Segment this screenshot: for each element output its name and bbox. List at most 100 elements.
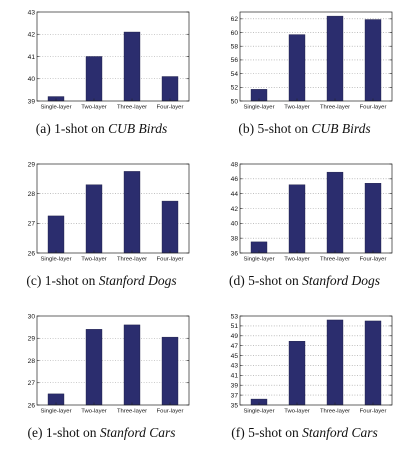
x-tick-label: Four-layer: [360, 257, 387, 263]
x-tick-label: Four-layer: [360, 105, 387, 111]
x-tick-label: Three-layer: [117, 105, 147, 111]
panel-b: 50 52 54 56 58 60 62 Single-layer Two-layer Three…: [203, 0, 406, 150]
y-tick-label: 39: [231, 383, 239, 390]
chart-e: 26 27 28 29 30 Single-layer Two-layer Three-lay…: [28, 313, 190, 415]
bar-three-layer: [123, 324, 141, 406]
y-tick-label: 50: [231, 98, 239, 105]
bar-four-layer: [364, 320, 382, 406]
y-tick-label: 28: [28, 191, 36, 198]
y-tick-label: 44: [231, 191, 239, 198]
y-tick-label: 36: [231, 250, 239, 257]
y-tick-label: 29: [28, 161, 36, 168]
y-tick-label: 27: [28, 221, 36, 228]
y-tick-label: 39: [28, 98, 36, 105]
chart-c: 26 27 28 29 Single-layer Two-layer Three-layer…: [28, 161, 190, 263]
x-tick-label: Four-layer: [157, 105, 184, 111]
bar-three-layer: [326, 319, 344, 406]
y-tick-label: 48: [231, 161, 239, 168]
plot-frame: [239, 163, 393, 254]
caption-a: (a) 1-shot on CUB Birds: [0, 121, 203, 137]
caption-e-prefix: (e) 1-shot on: [27, 425, 100, 440]
caption-b-prefix: (b) 5-shot on: [238, 121, 312, 136]
x-tick-label: Two-layer: [81, 105, 107, 111]
y-tick-label: 28: [28, 358, 36, 365]
y-tick-label: 27: [28, 380, 36, 387]
chart-d: 36 38 40 42 44 46 48 Single-layer Two-layer Three…: [231, 161, 393, 263]
caption-a-dataset: CUB Birds: [108, 121, 168, 136]
caption-c: (c) 1-shot on Stanford Dogs: [0, 273, 203, 289]
plot-frame: [36, 11, 190, 102]
panel-e: 26 27 28 29 30 Single-layer Two-layer Three-lay…: [0, 304, 203, 454]
x-tick-label: Two-layer: [81, 409, 107, 415]
caption-c-dataset: Stanford Dogs: [98, 273, 177, 288]
caption-d: (d) 5-shot on Stanford Dogs: [203, 273, 406, 289]
bar-three-layer: [326, 171, 344, 254]
y-tick-label: 62: [231, 16, 239, 23]
y-tick-label: 40: [28, 76, 36, 83]
y-tick-label: 56: [231, 57, 239, 64]
x-tick-label: Three-layer: [117, 409, 147, 415]
y-tick-label: 42: [28, 32, 36, 39]
y-tick-label: 41: [28, 54, 36, 61]
y-tick-label: 52: [231, 85, 239, 92]
bar-four-layer: [161, 200, 179, 254]
chart-f: 35 37 39 41 43 45 47 49 51 53 Single-layer Two-laye…: [231, 313, 393, 415]
x-tick-label: Three-layer: [320, 105, 350, 111]
y-tick-label: 30: [28, 313, 36, 320]
caption-b-dataset: CUB Birds: [311, 121, 371, 136]
x-tick-label: Two-layer: [284, 105, 310, 111]
plot-frame: [36, 315, 190, 406]
x-tick-label: Single-layer: [40, 409, 71, 415]
bar-two-layer: [288, 34, 306, 102]
x-tick-label: Two-layer: [284, 257, 310, 263]
x-tick-label: Four-layer: [157, 257, 184, 263]
x-tick-label: Single-layer: [243, 257, 274, 263]
x-tick-label: Two-layer: [284, 409, 310, 415]
x-tick-label: Three-layer: [117, 257, 147, 263]
y-tick-label: 40: [231, 221, 239, 228]
y-tick-label: 26: [28, 402, 36, 409]
plot-frame: [239, 11, 393, 102]
caption-b: (b) 5-shot on CUB Birds: [203, 121, 406, 137]
plot-frame: [36, 163, 190, 254]
bar-single-layer: [47, 215, 65, 254]
y-tick-label: 47: [231, 343, 239, 350]
caption-e-dataset: Stanford Cars: [99, 425, 176, 440]
y-tick-label: 53: [231, 313, 239, 320]
caption-f-prefix: (f) 5-shot on: [231, 425, 303, 440]
y-tick-label: 46: [231, 176, 239, 183]
y-tick-label: 26: [28, 250, 36, 257]
y-tick-label: 29: [28, 336, 36, 343]
y-tick-label: 45: [231, 353, 239, 360]
bar-four-layer: [364, 19, 382, 102]
bar-two-layer: [85, 329, 103, 406]
bar-two-layer: [288, 184, 306, 254]
y-tick-label: 42: [231, 206, 239, 213]
x-tick-label: Three-layer: [320, 257, 350, 263]
bar-four-layer: [161, 76, 179, 102]
caption-a-prefix: (a) 1-shot on: [35, 121, 109, 136]
plot-frame: [239, 315, 393, 406]
x-tick-label: Single-layer: [40, 105, 71, 111]
y-tick-label: 60: [231, 30, 239, 37]
panel-f: 35 37 39 41 43 45 47 49 51 53 Single-layer Two-laye…: [203, 304, 406, 454]
x-tick-label: Four-layer: [360, 409, 387, 415]
bar-two-layer: [85, 184, 103, 254]
x-tick-label: Three-layer: [320, 409, 350, 415]
y-tick-label: 54: [231, 71, 239, 78]
bar-four-layer: [364, 183, 382, 254]
panel-d: 36 38 40 42 44 46 48 Single-layer Two-layer Three…: [203, 152, 406, 302]
x-tick-label: Single-layer: [243, 105, 274, 111]
y-tick-label: 41: [231, 373, 239, 380]
caption-e: (e) 1-shot on Stanford Cars: [0, 425, 203, 441]
y-tick-label: 49: [231, 333, 239, 340]
x-tick-label: Four-layer: [157, 409, 184, 415]
y-tick-label: 43: [28, 9, 36, 16]
bar-two-layer: [288, 341, 306, 406]
bar-three-layer: [123, 171, 141, 254]
bar-four-layer: [161, 336, 179, 406]
y-tick-label: 43: [231, 363, 239, 370]
caption-d-prefix: (d) 5-shot on: [228, 273, 303, 288]
bar-three-layer: [123, 31, 141, 102]
bar-three-layer: [326, 15, 344, 102]
